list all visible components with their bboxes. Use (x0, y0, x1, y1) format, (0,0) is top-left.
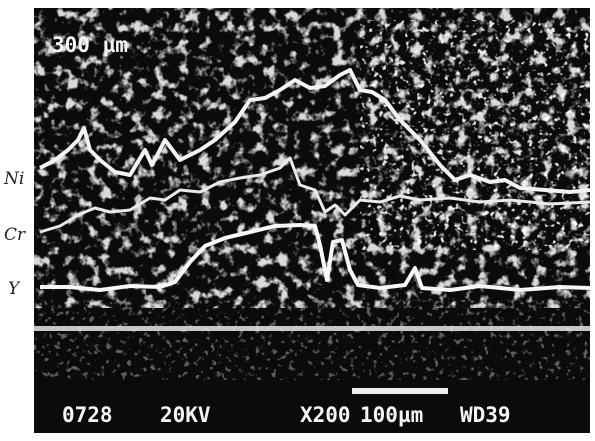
voltage: 20KV (160, 403, 211, 427)
texture-low (34, 300, 590, 380)
annotation-y: Y (8, 279, 21, 299)
scale-bar-label: 100µm (360, 403, 423, 427)
magnification: X200 (300, 403, 351, 427)
annotation-ni: Ni (3, 169, 24, 189)
scale-bar (352, 388, 448, 394)
band (34, 326, 590, 331)
working-distance: WD39 (460, 403, 511, 427)
image-number: 0728 (62, 403, 113, 427)
page: {"header": {"scale_label": "300 µm"}, "a… (0, 0, 595, 441)
micrograph: 300 µm Ni Cr Y 0728 20KV X200 100µm WD39 (0, 0, 595, 441)
texture-bright (360, 20, 590, 250)
annotation-cr: Cr (4, 225, 26, 245)
scale-label: 300 µm (52, 33, 128, 57)
